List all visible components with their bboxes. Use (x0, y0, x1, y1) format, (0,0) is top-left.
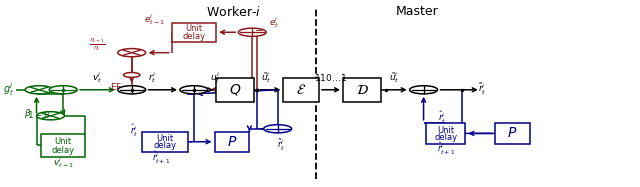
Text: $\mathcal{E}$: $\mathcal{E}$ (296, 83, 306, 97)
Circle shape (238, 28, 266, 36)
Text: delay: delay (434, 133, 458, 142)
Text: $110\ldots 1$: $110\ldots 1$ (314, 72, 348, 83)
Text: $e_{t-1}^i$: $e_{t-1}^i$ (144, 12, 165, 27)
Circle shape (118, 49, 146, 57)
Bar (216, 78, 254, 102)
Text: $r_t^i$: $r_t^i$ (148, 70, 156, 85)
Text: delay: delay (153, 141, 176, 150)
Text: $\frac{\eta_{t-1}}{\eta_t}$: $\frac{\eta_{t-1}}{\eta_t}$ (89, 36, 105, 52)
Text: Unit: Unit (54, 137, 72, 146)
Text: $\hat{r}_t^i$: $\hat{r}_t^i$ (438, 110, 447, 126)
Text: $v_{t-1}^i$: $v_{t-1}^i$ (52, 155, 74, 170)
Text: $v_t^i$: $v_t^i$ (92, 70, 102, 85)
Text: $\hat{r}_{t+1}^i$: $\hat{r}_{t+1}^i$ (436, 141, 455, 157)
Text: $\mathrm{EF}$: $\mathrm{EF}$ (109, 81, 122, 92)
Bar (284, 78, 319, 102)
Bar (172, 23, 216, 42)
Text: Master: Master (396, 5, 438, 18)
Text: Unit: Unit (186, 24, 202, 33)
Circle shape (36, 112, 65, 120)
Text: $\beta$: $\beta$ (24, 107, 31, 120)
Circle shape (118, 86, 146, 94)
Text: Worker-$i$: Worker-$i$ (205, 5, 260, 19)
Text: delay: delay (182, 32, 205, 41)
Text: $\tilde{u}_t^i$: $\tilde{u}_t^i$ (260, 70, 271, 85)
Text: $P$: $P$ (508, 126, 518, 140)
Text: Unit: Unit (437, 125, 454, 135)
Circle shape (49, 86, 77, 94)
Text: $\mathcal{D}$: $\mathcal{D}$ (356, 83, 369, 97)
Text: $Q$: $Q$ (229, 82, 241, 97)
Text: $u_t^i$: $u_t^i$ (210, 70, 220, 85)
Bar (426, 123, 465, 144)
Text: $\hat{r}_t^i$: $\hat{r}_t^i$ (130, 122, 139, 139)
Text: $1-\beta$: $1-\beta$ (27, 109, 51, 122)
Circle shape (124, 73, 140, 77)
Bar (343, 78, 381, 102)
Text: Unit: Unit (156, 134, 173, 143)
Circle shape (410, 86, 438, 94)
Circle shape (25, 86, 53, 94)
Bar (41, 134, 85, 157)
Text: $\hat{r}_{t+1}^i$: $\hat{r}_{t+1}^i$ (152, 150, 171, 165)
Circle shape (264, 125, 292, 133)
Text: $\tilde{r}_t^i$: $\tilde{r}_t^i$ (277, 138, 285, 153)
Text: $P$: $P$ (227, 135, 237, 149)
Text: $\tilde{r}_t^i$: $\tilde{r}_t^i$ (477, 82, 486, 97)
Text: delay: delay (52, 146, 75, 155)
Text: $\tilde{u}_t^i$: $\tilde{u}_t^i$ (388, 70, 399, 85)
Text: $g_t^i$: $g_t^i$ (3, 81, 13, 98)
Text: $-$: $-$ (255, 24, 264, 34)
Circle shape (180, 86, 208, 94)
Text: $e_t^i$: $e_t^i$ (269, 16, 280, 30)
Bar (142, 131, 188, 152)
Bar (214, 131, 250, 152)
Text: $-$: $-$ (185, 88, 195, 98)
Bar (495, 123, 530, 144)
